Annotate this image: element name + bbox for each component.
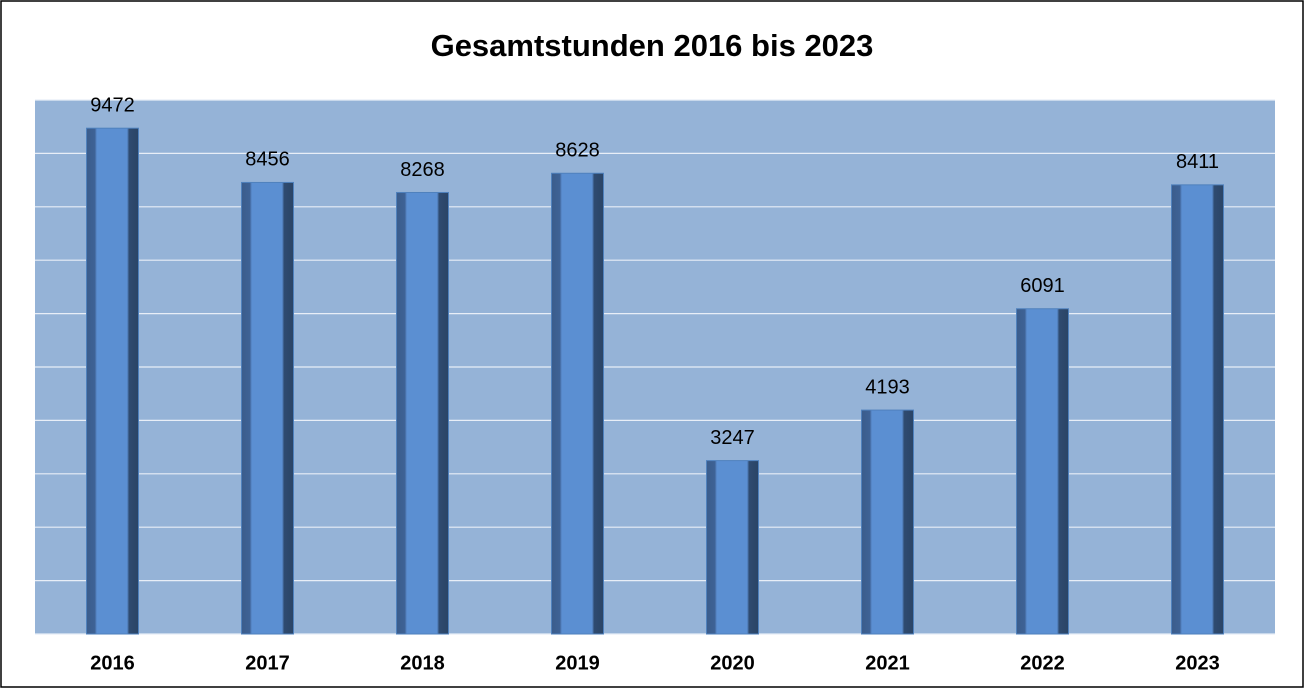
bar — [706, 460, 759, 635]
x-tick-label: 2023 — [1175, 652, 1220, 674]
data-label: 4193 — [865, 376, 910, 398]
x-tick-label: 2016 — [90, 652, 135, 674]
bar — [241, 181, 294, 635]
bar — [551, 172, 604, 635]
data-label: 8456 — [245, 149, 290, 171]
data-label: 8411 — [1176, 151, 1219, 173]
x-tick-label: 2019 — [555, 652, 600, 674]
bar — [396, 191, 449, 635]
x-tick-label: 2018 — [400, 652, 445, 674]
chart-title: Gesamtstunden 2016 bis 2023 — [431, 28, 874, 63]
x-tick-label: 2020 — [710, 652, 755, 674]
bar — [861, 409, 914, 635]
x-tick-label: 2021 — [865, 652, 910, 674]
data-label: 9472 — [90, 94, 135, 116]
data-label: 3247 — [710, 427, 755, 449]
data-label: 8628 — [555, 140, 600, 162]
bar — [1171, 184, 1224, 635]
data-label: 6091 — [1020, 275, 1065, 297]
data-label: 8268 — [400, 159, 445, 181]
x-tick-label: 2017 — [245, 652, 290, 674]
bar — [1016, 308, 1069, 635]
bar — [86, 127, 139, 635]
x-tick-label: 2022 — [1020, 652, 1065, 674]
